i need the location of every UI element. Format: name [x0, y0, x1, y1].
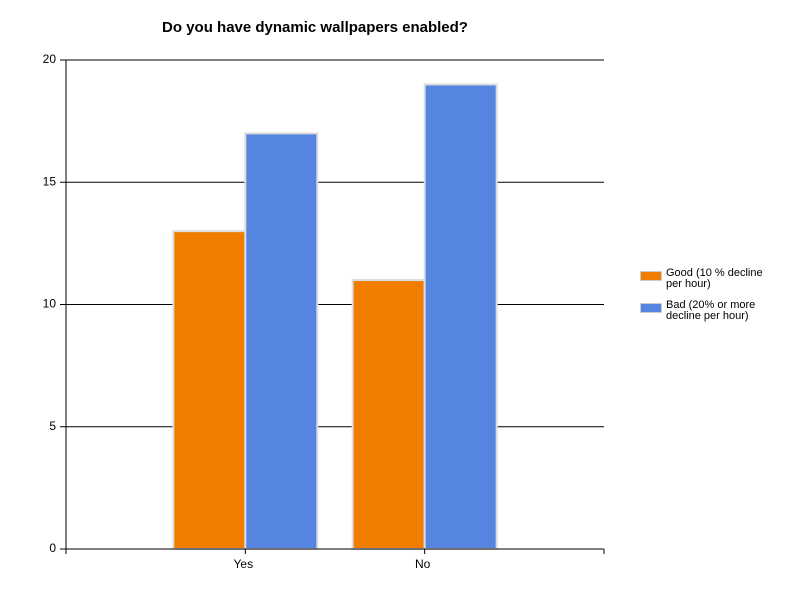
y-tick-label: 5 [49, 419, 56, 433]
y-tick-label: 0 [49, 541, 56, 555]
bar [172, 230, 247, 550]
legend-swatch [640, 303, 662, 313]
bar [351, 279, 426, 550]
legend-label: Good (10 % decline per hour) [666, 267, 763, 290]
x-tick-label: No [415, 557, 431, 571]
x-tick-label: Yes [234, 557, 254, 571]
legend-label: Bad (20% or more decline per hour) [666, 299, 756, 322]
bar [244, 132, 319, 550]
legend-item: Good (10 % decline per hour) [640, 268, 770, 290]
chart-title: Do you have dynamic wallpapers enabled? [162, 19, 468, 36]
y-tick-label: 10 [43, 297, 57, 311]
legend: Good (10 % decline per hour) Bad (20% or … [640, 268, 770, 332]
legend-swatch [640, 271, 662, 281]
y-tick-label: 15 [43, 174, 57, 188]
y-tick-label: 20 [43, 52, 57, 66]
bar [423, 83, 498, 550]
legend-item: Bad (20% or more decline per hour) [640, 300, 770, 322]
